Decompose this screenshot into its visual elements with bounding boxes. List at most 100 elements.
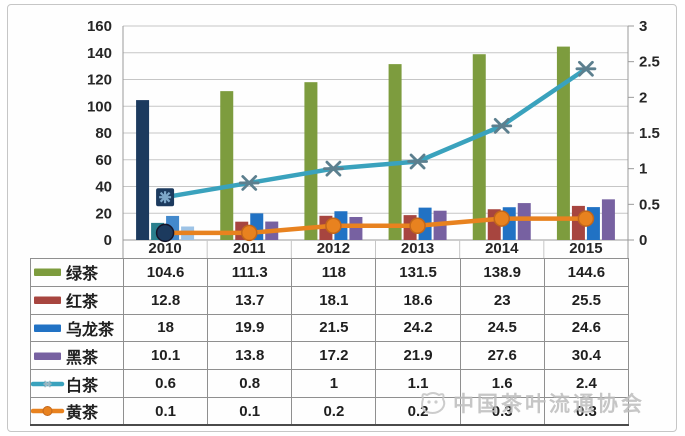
marker-yellow-tea-2015	[577, 210, 595, 227]
bar-dark-tea-2012	[349, 216, 363, 240]
x-axis-year-label: 2010	[148, 240, 181, 257]
cell-red-tea-2012: 18.1	[291, 285, 377, 315]
bar-green-tea-2015	[556, 46, 570, 240]
legend-white-tea: 白茶	[30, 369, 124, 398]
cell-white-tea-2010: 0.6	[122, 369, 209, 398]
right-axis-tick-label: 1	[639, 161, 647, 178]
star-marker-icon	[325, 160, 342, 177]
marker-yellow-tea-2014	[493, 210, 510, 227]
left-axis-tick-label: 20	[95, 205, 112, 222]
cell-red-tea-2013: 18.6	[375, 285, 461, 315]
bar-green-tea-2012	[304, 82, 318, 240]
cell-dark-tea-2013: 21.9	[375, 341, 461, 371]
cell-green-tea-2011: 111.3	[207, 258, 293, 287]
legend-red-tea: 红茶	[30, 285, 124, 315]
cell-dark-tea-2010: 10.1	[122, 341, 209, 371]
marker-yellow-tea-2012	[325, 217, 342, 234]
cell-red-tea-2014: 23	[459, 285, 545, 315]
legend-label-oolong-tea: 乌龙茶	[66, 321, 115, 339]
left-axis-tick-label: 140	[87, 45, 112, 62]
legend-label-red-tea: 红茶	[66, 294, 99, 312]
line-yellow-tea	[162, 216, 589, 236]
x-axis-year-label: 2014	[485, 240, 519, 257]
star-marker-icon	[493, 117, 510, 134]
bar-green-tea-2010	[136, 100, 150, 240]
bar-dark-tea-2015	[601, 199, 615, 240]
cell-green-tea-2013: 131.5	[375, 258, 461, 287]
bar-green-tea-2014	[472, 54, 486, 240]
cell-oolong-tea-2011: 19.9	[207, 313, 293, 343]
cell-dark-tea-2012: 17.2	[291, 341, 377, 371]
cell-oolong-tea-2014: 24.5	[459, 313, 545, 343]
cell-white-tea-2011: 0.8	[207, 369, 293, 398]
right-axis-tick-label: 2.5	[639, 54, 660, 71]
right-axis-tick-label: 3	[639, 18, 647, 35]
cell-oolong-tea-2010: 18	[122, 313, 209, 343]
legend-swatch-yellow-tea	[31, 406, 65, 417]
cell-oolong-tea-2012: 21.5	[291, 313, 377, 343]
star-marker-icon	[409, 153, 426, 170]
star-marker-icon	[578, 60, 594, 77]
line-white-tea	[162, 66, 589, 200]
left-axis-tick-label: 160	[87, 18, 112, 35]
left-axis-tick-label: 120	[87, 72, 112, 89]
star-marker-icon	[241, 175, 258, 191]
legend-oolong-tea: 乌龙茶	[30, 313, 124, 343]
marker-yellow-tea-2010	[155, 223, 175, 243]
cell-yellow-tea-2011: 0.1	[207, 396, 293, 427]
table-row-yellow-tea: 黄茶 0.1 0.1 0.2 0.2 0.3 0.3	[30, 396, 630, 427]
table-row-oolong-tea: 乌龙茶 18 19.9 21.5 24.2 24.5 24.6	[30, 313, 630, 343]
cell-oolong-tea-2015: 24.6	[543, 313, 630, 343]
cell-red-tea-2010: 12.8	[122, 285, 209, 315]
legend-swatch-oolong-tea	[34, 324, 61, 332]
left-axis-tick-label: 80	[95, 125, 112, 142]
legend-swatch-red-tea	[34, 296, 61, 305]
table-row-green-tea: 绿茶 104.6 111.3 118 131.5 138.9 144.6	[30, 258, 630, 287]
data-table: 绿茶 104.6 111.3 118 131.5 138.9 144.6 红茶 12.8 13.7…	[30, 258, 630, 427]
cell-white-tea-2014: 1.6	[459, 369, 545, 398]
legend-label-green-tea: 绿茶	[66, 266, 99, 284]
x-axis-year-label: 2013	[401, 240, 434, 257]
legend-swatch-white-tea	[31, 380, 65, 388]
cell-yellow-tea-2012: 0.2	[291, 396, 377, 427]
cell-yellow-tea-2014: 0.3	[459, 396, 545, 427]
left-axis-tick-label: 60	[95, 152, 112, 169]
legend-dark-tea: 黑茶	[30, 341, 124, 371]
legend-label-white-tea: 白茶	[66, 377, 99, 395]
table-row-dark-tea: 黑茶 10.1 13.8 17.2 21.9 27.6 30.4	[30, 341, 630, 371]
right-axis-tick-label: 0	[639, 232, 647, 249]
bar-green-tea-2011	[220, 91, 234, 240]
x-axis-year-label: 2011	[233, 240, 266, 257]
cell-dark-tea-2011: 13.8	[207, 341, 293, 371]
right-axis-tick-label: 0.5	[639, 196, 660, 213]
cell-oolong-tea-2013: 24.2	[375, 313, 461, 343]
cell-dark-tea-2014: 27.6	[459, 341, 545, 371]
left-axis-tick-label: 40	[95, 179, 112, 196]
cell-white-tea-2013: 1.1	[375, 369, 461, 398]
left-axis-tick-label: 100	[87, 98, 112, 115]
table-row-white-tea: 白茶 0.6 0.8 1 1.1 1.6 2.4	[30, 369, 630, 398]
cell-green-tea-2012: 118	[291, 258, 377, 287]
marker-yellow-tea-2013	[409, 217, 426, 234]
bar-green-tea-2013	[388, 64, 402, 241]
legend-yellow-tea: 黄茶	[30, 396, 124, 427]
legend-swatch-green-tea	[34, 268, 61, 277]
legend-label-dark-tea: 黑茶	[66, 349, 99, 367]
x-axis-year-label: 2015	[569, 240, 602, 257]
right-axis-tick-label: 2	[639, 89, 647, 106]
cell-yellow-tea-2010: 0.1	[122, 396, 209, 427]
legend-label-yellow-tea: 黄茶	[66, 405, 99, 423]
chart-plot-area: 0 20 40 60 80 100 120 140 160 0 0.5 1 1.5 2 2.5 3 2010 20…	[87, 18, 660, 258]
cell-red-tea-2011: 13.7	[207, 285, 293, 315]
legend-swatch-dark-tea	[34, 352, 61, 360]
cell-green-tea-2010: 104.6	[122, 258, 209, 287]
left-axis-tick-label: 0	[104, 232, 112, 249]
table-row-red-tea: 红茶 12.8 13.7 18.1 18.6 23 25.5	[30, 285, 630, 315]
cell-green-tea-2015: 144.6	[543, 258, 630, 287]
cell-white-tea-2012: 1	[291, 369, 377, 398]
bar-dark-tea-2014	[517, 203, 531, 240]
cell-green-tea-2014: 138.9	[459, 258, 545, 287]
cell-dark-tea-2015: 30.4	[543, 341, 630, 371]
right-axis-tick-label: 1.5	[639, 125, 660, 142]
cell-white-tea-2015: 2.4	[543, 369, 630, 398]
